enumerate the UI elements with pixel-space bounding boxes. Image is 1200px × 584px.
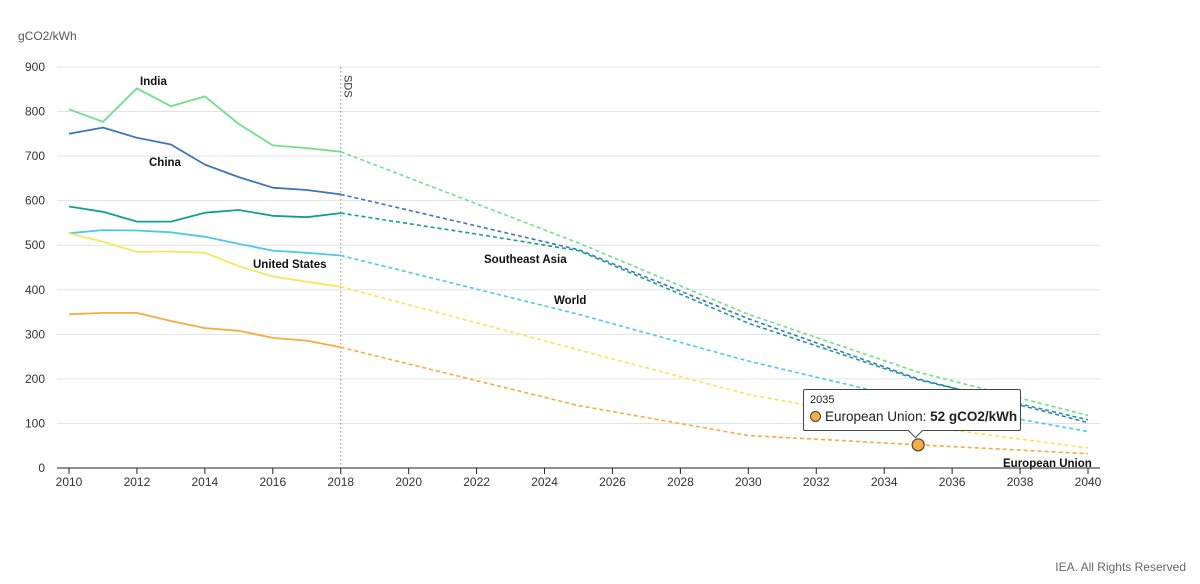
series-label-united-states: United States [253,259,327,271]
series-label-india: India [140,76,167,88]
series-line-southeast-asia-historical [68,205,341,223]
x-tick-label-2010: 2010 [56,475,83,489]
y-tick-label-700: 700 [25,149,45,163]
series-label-european-union: European Union [1003,458,1092,470]
tooltip-row: European Union: 52 gCO2/kWh [810,407,1018,427]
series-line-china-historical [68,126,341,196]
x-tick-label-2040: 2040 [1075,475,1102,489]
y-tick-label-500: 500 [25,238,45,252]
x-tick-label-2012: 2012 [124,475,151,489]
tooltip-year: 2035 [810,394,835,406]
x-tick-label-2026: 2026 [599,475,626,489]
y-axis-unit-label: gCO2/kWh [18,29,77,43]
x-tick-label-2028: 2028 [667,475,694,489]
tooltip: 2035 European Union: 52 gCO2/kWh [803,389,1021,431]
x-tick-label-2014: 2014 [192,475,219,489]
y-tick-label-400: 400 [25,283,45,297]
series-line-world-historical [68,229,341,257]
series-line-united-states-projection [340,285,1089,449]
series-line-southeast-asia-projection [340,212,1089,421]
y-axis-ticks: 0 100 200 300 400 500 600 700 800 900 [25,60,45,475]
x-tick-label-2024: 2024 [531,475,558,489]
y-tick-label-200: 200 [25,372,45,386]
series-line-united-states-historical [68,232,341,288]
x-tick-label-2020: 2020 [395,475,422,489]
y-tick-label-800: 800 [25,105,45,119]
series-label-world: World [554,295,586,307]
series-labels: India China Southeast Asia World United Stat… [140,76,1092,470]
tooltip-series-dot [810,411,821,422]
series-line-european-union-historical [68,311,341,349]
x-tick-label-2038: 2038 [1007,475,1034,489]
series-line-india-projection [340,150,1089,417]
x-axis-ticks: 2010 2012 2014 2016 2018 2020 2022 2024 2026 2028… [56,468,1102,489]
y-tick-label-300: 300 [25,327,45,341]
x-tick-label-2036: 2036 [939,475,966,489]
credit-text: IEA. All Rights Reserved [1055,560,1186,574]
tooltip-series-name: European Union [825,409,923,424]
tooltip-separator: : [922,409,931,424]
x-tick-label-2030: 2030 [735,475,762,489]
sds-divider-label: SDS [342,75,354,98]
x-tick-label-2022: 2022 [463,475,490,489]
y-tick-label-600: 600 [25,194,45,208]
series-line-european-union-projection [340,346,1089,455]
tooltip-value: 52 gCO2/kWh [930,409,1018,424]
series-label-china: China [149,157,182,169]
x-tick-label-2034: 2034 [871,475,898,489]
y-tick-label-0: 0 [38,461,45,475]
x-tick-label-2032: 2032 [803,475,830,489]
y-tick-label-100: 100 [25,416,45,430]
gridlines [57,66,1100,469]
series-line-india-historical [68,87,341,153]
x-tick-label-2016: 2016 [259,475,286,489]
series-label-southeast-asia: Southeast Asia [484,254,567,266]
tooltip-hover-marker[interactable] [911,438,925,452]
x-tick-label-2018: 2018 [327,475,354,489]
y-tick-label-900: 900 [25,60,45,74]
